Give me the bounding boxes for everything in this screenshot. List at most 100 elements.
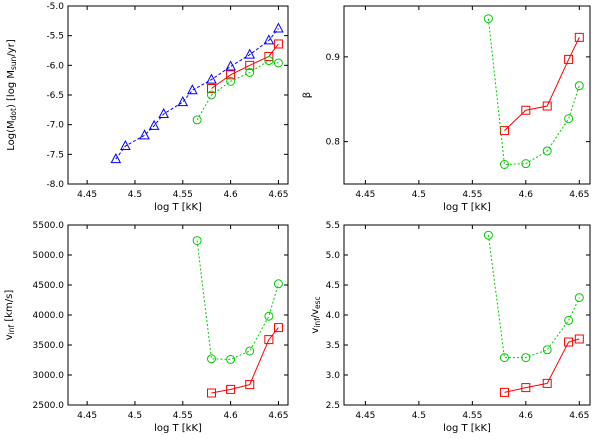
series-line — [487, 18, 580, 166]
x-tick-label: 4.5 — [128, 190, 142, 200]
data-point-square — [206, 388, 216, 398]
x-tick-label: 4.6 — [519, 411, 534, 421]
data-point-square — [521, 105, 531, 115]
y-axis-label: vinf [km/s] — [4, 290, 16, 341]
data-point-square — [226, 70, 236, 80]
y-tick-label: 0.9 — [326, 53, 341, 63]
x-tick-label: 4.55 — [462, 411, 482, 421]
series-green-circles — [483, 230, 584, 363]
data-point-circle — [483, 230, 493, 240]
plot-frame — [343, 5, 591, 185]
data-point-square — [499, 387, 509, 397]
y-tick-label: 5500.0 — [33, 221, 65, 231]
data-point-square — [564, 54, 574, 64]
y-tick-label: 2500.0 — [33, 401, 65, 411]
x-tick-label: 4.55 — [173, 190, 193, 200]
y-axis-label: Log(Mdot) [log Msun/yr] — [6, 39, 18, 151]
series-line — [504, 338, 580, 393]
data-point-square — [245, 380, 255, 390]
data-point-triangle — [225, 60, 236, 71]
data-point-circle — [206, 90, 216, 100]
data-point-triangle — [177, 96, 189, 107]
y-tick-label: 4.0 — [326, 311, 341, 321]
data-point-circle — [542, 345, 552, 355]
series-green-circles — [483, 14, 584, 170]
data-point-square — [264, 51, 274, 61]
data-point-circle — [564, 114, 574, 124]
x-tick-label: 4.5 — [412, 190, 426, 200]
data-point-triangle — [273, 22, 284, 33]
data-point-circle — [483, 14, 493, 24]
x-axis-label: log T [kK] — [443, 202, 491, 213]
x-axis-label: log T [kK] — [443, 423, 491, 434]
y-tick-label: 0.8 — [326, 138, 341, 148]
x-tick-label: 4.55 — [173, 411, 193, 421]
series-red-squares — [499, 32, 584, 136]
data-point-circle — [499, 160, 509, 170]
data-point-square — [226, 384, 236, 394]
data-point-circle — [192, 236, 202, 246]
data-point-triangle — [110, 153, 122, 164]
data-point-circle — [542, 146, 552, 156]
data-point-triangle — [158, 107, 169, 118]
data-point-triangle — [206, 73, 217, 84]
x-tick-label: 4.45 — [77, 411, 97, 421]
data-point-square — [542, 378, 552, 388]
series-line — [211, 327, 279, 394]
x-tick-label: 4.45 — [77, 190, 97, 200]
y-tick-label: 3.0 — [326, 371, 341, 381]
data-point-triangle — [244, 48, 256, 59]
x-tick-label: 4.6 — [519, 190, 534, 200]
y-tick-label: 4.5 — [326, 281, 340, 291]
y-tick-label: 4500.0 — [33, 281, 65, 291]
data-point-square — [564, 337, 574, 347]
y-tick-label: 3500.0 — [33, 341, 65, 351]
data-point-square — [574, 32, 584, 42]
data-point-circle — [206, 354, 216, 364]
series-line — [115, 28, 279, 160]
x-axis-label: log T [kK] — [154, 423, 202, 434]
series-red-squares — [206, 39, 283, 93]
series-green-circles — [192, 56, 283, 125]
y-axis-label: vinf/vesc — [310, 296, 322, 333]
data-point-circle — [521, 353, 531, 363]
x-tick-label: 4.6 — [223, 411, 238, 421]
data-point-circle — [564, 315, 574, 325]
plot-frame — [67, 5, 289, 185]
x-tick-label: 4.5 — [128, 411, 142, 421]
y-tick-label: 3.5 — [326, 341, 340, 351]
y-tick-label: 5.5 — [326, 221, 340, 231]
series-line — [196, 60, 279, 121]
x-tick-label: 4.55 — [462, 190, 482, 200]
chart-ratio: 4.45 4.5 4.55 4.6 4.65 2.5 3.0 3.5 4.0 4.5 5.0 5.5 l… — [310, 221, 591, 434]
data-point-triangle — [263, 34, 275, 45]
x-tick-label: 4.5 — [412, 411, 426, 421]
x-tick-label: 4.65 — [268, 190, 288, 200]
data-point-circle — [226, 76, 236, 86]
y-tick-label: -7.0 — [46, 121, 64, 131]
y-tick-label: -5.0 — [46, 2, 64, 12]
x-tick-label: 4.65 — [569, 411, 589, 421]
series-red-squares — [499, 334, 584, 397]
data-point-triangle — [187, 84, 198, 95]
data-point-circle — [192, 115, 202, 125]
y-tick-label: -7.5 — [46, 150, 64, 160]
data-point-circle — [273, 279, 283, 289]
y-tick-label: -8.0 — [46, 180, 64, 190]
data-point-square — [264, 335, 274, 345]
data-point-circle — [226, 354, 236, 364]
data-point-square — [245, 60, 255, 70]
chart-vinf: 4.45 4.5 4.55 4.6 4.65 2500.0 3000.0 3500.0 4000… — [4, 221, 289, 434]
series-line — [487, 235, 580, 359]
series-green-circles — [192, 236, 283, 364]
data-point-circle — [264, 56, 274, 66]
data-point-square — [574, 334, 584, 344]
y-tick-label: -5.5 — [46, 32, 64, 42]
y-tick-label: -6.5 — [46, 91, 64, 101]
series-line — [504, 37, 580, 131]
series-line — [211, 43, 279, 89]
y-tick-label: 5000.0 — [33, 251, 65, 261]
data-point-circle — [245, 67, 255, 77]
y-tick-label: 5.0 — [326, 251, 341, 261]
x-tick-label: 4.65 — [268, 411, 288, 421]
